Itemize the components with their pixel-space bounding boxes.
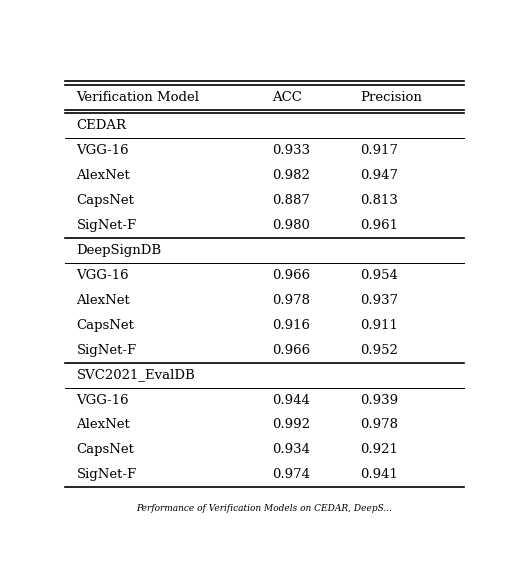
Text: 0.911: 0.911 xyxy=(361,319,398,332)
Text: CapsNet: CapsNet xyxy=(76,443,134,456)
Text: 0.813: 0.813 xyxy=(361,194,398,207)
Text: 0.941: 0.941 xyxy=(361,468,398,481)
Text: 0.944: 0.944 xyxy=(272,394,310,406)
Text: 0.954: 0.954 xyxy=(361,269,398,282)
Text: CapsNet: CapsNet xyxy=(76,319,134,332)
Text: Precision: Precision xyxy=(361,91,422,104)
Text: 0.992: 0.992 xyxy=(272,419,311,432)
Text: 0.921: 0.921 xyxy=(361,443,398,456)
Text: VGG-16: VGG-16 xyxy=(76,144,129,157)
Text: 0.916: 0.916 xyxy=(272,319,311,332)
Text: CEDAR: CEDAR xyxy=(76,119,126,133)
Text: 0.974: 0.974 xyxy=(272,468,311,481)
Text: 0.933: 0.933 xyxy=(272,144,311,157)
Text: 0.961: 0.961 xyxy=(361,219,398,232)
Text: 0.939: 0.939 xyxy=(361,394,398,406)
Text: VGG-16: VGG-16 xyxy=(76,394,129,406)
Text: 0.934: 0.934 xyxy=(272,443,311,456)
Text: AlexNet: AlexNet xyxy=(76,419,130,432)
Text: 0.966: 0.966 xyxy=(272,269,311,282)
Text: 0.937: 0.937 xyxy=(361,294,398,307)
Text: 0.978: 0.978 xyxy=(272,294,311,307)
Text: VGG-16: VGG-16 xyxy=(76,269,129,282)
Text: SigNet-F: SigNet-F xyxy=(76,219,137,232)
Text: DeepSignDB: DeepSignDB xyxy=(76,244,162,257)
Text: 0.952: 0.952 xyxy=(361,344,398,357)
Text: CapsNet: CapsNet xyxy=(76,194,134,207)
Text: 0.887: 0.887 xyxy=(272,194,310,207)
Text: 0.982: 0.982 xyxy=(272,169,310,182)
Text: ACC: ACC xyxy=(272,91,302,104)
Text: SVC2021_EvalDB: SVC2021_EvalDB xyxy=(76,369,195,381)
Text: Performance of Verification Models on CEDAR, DeepS...: Performance of Verification Models on CE… xyxy=(136,504,393,513)
Text: SigNet-F: SigNet-F xyxy=(76,468,137,481)
Text: 0.917: 0.917 xyxy=(361,144,398,157)
Text: 0.980: 0.980 xyxy=(272,219,310,232)
Text: 0.947: 0.947 xyxy=(361,169,398,182)
Text: AlexNet: AlexNet xyxy=(76,169,130,182)
Text: Verification Model: Verification Model xyxy=(76,91,200,104)
Text: SigNet-F: SigNet-F xyxy=(76,344,137,357)
Text: AlexNet: AlexNet xyxy=(76,294,130,307)
Text: 0.966: 0.966 xyxy=(272,344,311,357)
Text: 0.978: 0.978 xyxy=(361,419,398,432)
